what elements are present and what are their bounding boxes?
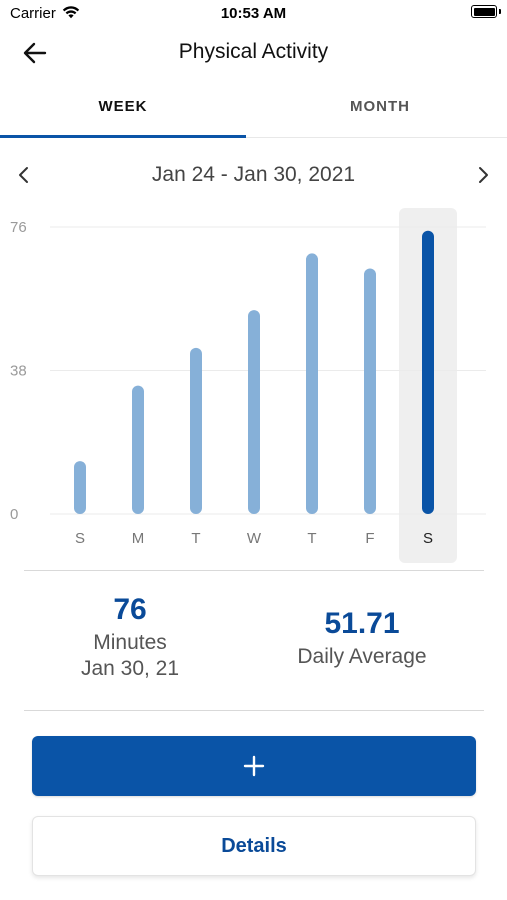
chart-bar[interactable] <box>74 461 86 514</box>
chart-canvas: 0 38 76 S M T W T F S <box>10 208 486 563</box>
back-arrow-icon <box>23 42 47 64</box>
date-navigator: Jan 24 - Jan 30, 2021 <box>0 150 507 200</box>
date-range-label: Jan 24 - Jan 30, 2021 <box>151 163 356 186</box>
chevron-left-icon <box>19 167 28 183</box>
selected-day-stat: 76 Minutes Jan 30, 21 <box>30 592 230 682</box>
chart-bar[interactable] <box>422 230 434 515</box>
details-button-label: Details <box>221 834 287 857</box>
navigation-bar: Physical Activity <box>0 30 507 76</box>
wifi-icon <box>62 5 80 24</box>
status-bar: Carrier 10:53 AM <box>0 0 507 30</box>
chart-bar[interactable] <box>132 385 144 514</box>
x-tick-label: T <box>307 530 316 547</box>
previous-week-button[interactable] <box>10 162 36 188</box>
page-title: Physical Activity <box>178 40 329 63</box>
x-tick-label: F <box>365 530 374 547</box>
back-button[interactable] <box>18 38 52 68</box>
y-tick-label: 38 <box>10 363 27 380</box>
next-week-button[interactable] <box>471 162 497 188</box>
y-tick-label: 0 <box>10 506 18 523</box>
daily-average-value: 51.71 <box>324 607 400 640</box>
tab-selected-indicator <box>0 135 246 138</box>
battery-cap <box>499 9 501 14</box>
chevron-right-icon <box>479 167 488 183</box>
y-tick-label: 76 <box>10 219 27 236</box>
tab-month[interactable]: MONTH <box>350 98 410 115</box>
chart-bar[interactable] <box>364 268 376 514</box>
battery-icon <box>471 5 497 18</box>
divider <box>24 570 484 571</box>
selected-day-value: 76 <box>113 593 147 626</box>
x-tick-label: M <box>132 530 145 547</box>
x-tick-label: W <box>247 530 262 547</box>
plus-icon <box>243 755 265 777</box>
chart-bar[interactable] <box>190 347 202 514</box>
selected-day-unit: Minutes <box>93 631 167 654</box>
x-tick-label: S <box>75 530 85 547</box>
add-activity-button[interactable] <box>32 736 476 796</box>
period-tabs: WEEK MONTH <box>0 88 507 138</box>
activity-bar-chart: 0 38 76 S M T W T F S <box>0 200 507 570</box>
tab-week[interactable]: WEEK <box>98 98 148 115</box>
clock: 10:53 AM <box>220 5 287 22</box>
carrier-label: Carrier <box>10 5 56 22</box>
selected-day-date: Jan 30, 21 <box>80 657 180 680</box>
chart-bar[interactable] <box>306 253 318 514</box>
divider <box>24 710 484 711</box>
chart-bar[interactable] <box>248 310 260 514</box>
x-tick-label: T <box>191 530 200 547</box>
details-button[interactable]: Details <box>32 816 476 876</box>
daily-average-label: Daily Average <box>297 645 427 668</box>
x-tick-label: S <box>423 530 433 547</box>
daily-average-stat: 51.71 Daily Average <box>262 606 462 670</box>
